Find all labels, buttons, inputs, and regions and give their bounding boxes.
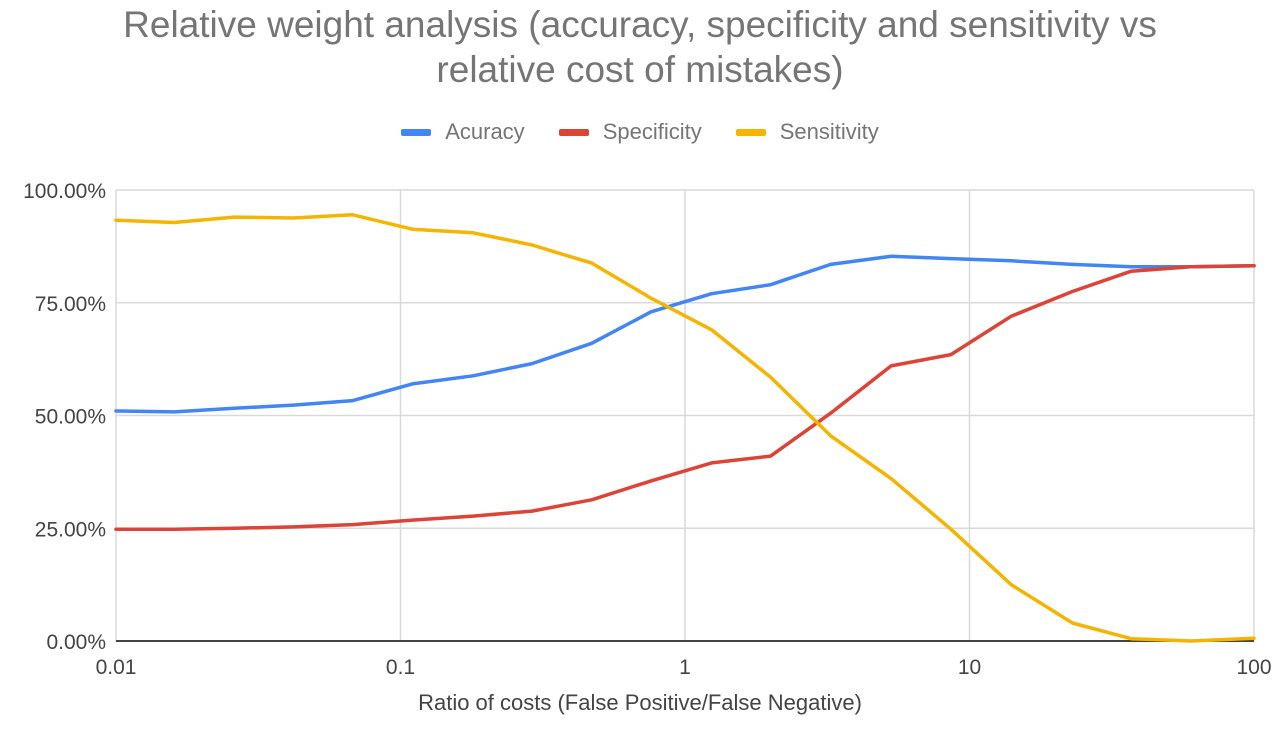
legend-item-sensitivity: Sensitivity <box>735 119 879 145</box>
legend-swatch-accuracy <box>401 128 432 136</box>
x-axis-label: Ratio of costs (False Positive/False Neg… <box>418 690 862 715</box>
axes: 0.00% 25.00% 50.00% 75.00% 100.00% 0.01 0.1 1 10… <box>23 180 1271 679</box>
x-tick-label: 10 <box>958 656 981 679</box>
y-tick-label: 25.00% <box>35 518 106 541</box>
series-lines <box>114 213 1256 643</box>
y-tick-label: 100.00% <box>23 180 106 203</box>
chart-title: Relative weight analysis (accuracy, spec… <box>0 2 1280 92</box>
x-tick-label: 0.1 <box>386 656 415 679</box>
series-line-acuracy <box>114 254 1256 414</box>
legend-item-accuracy: Acuracy <box>401 119 525 145</box>
legend-item-specificity: Specificity <box>558 119 702 145</box>
series-line-specificity <box>114 264 1256 531</box>
y-tick-label: 0.00% <box>46 631 106 654</box>
chart-title-line-1: Relative weight analysis (accuracy, spec… <box>123 4 1157 45</box>
x-tick-label: 0.01 <box>96 656 137 679</box>
y-tick-label: 75.00% <box>35 293 106 316</box>
chart-legend: Acuracy Specificity Sensitivity <box>0 119 1280 145</box>
series-line-sensitivity <box>114 213 1256 643</box>
legend-swatch-specificity <box>558 128 589 136</box>
grid <box>115 189 1255 641</box>
y-tick-label: 50.00% <box>35 406 106 429</box>
legend-label-sensitivity: Sensitivity <box>779 119 879 144</box>
x-tick-label: 100 <box>1236 656 1271 679</box>
x-tick-label: 1 <box>679 656 691 679</box>
legend-swatch-sensitivity <box>735 128 766 136</box>
legend-label-accuracy: Acuracy <box>445 119 525 144</box>
legend-label-specificity: Specificity <box>602 119 702 144</box>
chart-title-line-2: relative cost of mistakes) <box>436 49 844 90</box>
